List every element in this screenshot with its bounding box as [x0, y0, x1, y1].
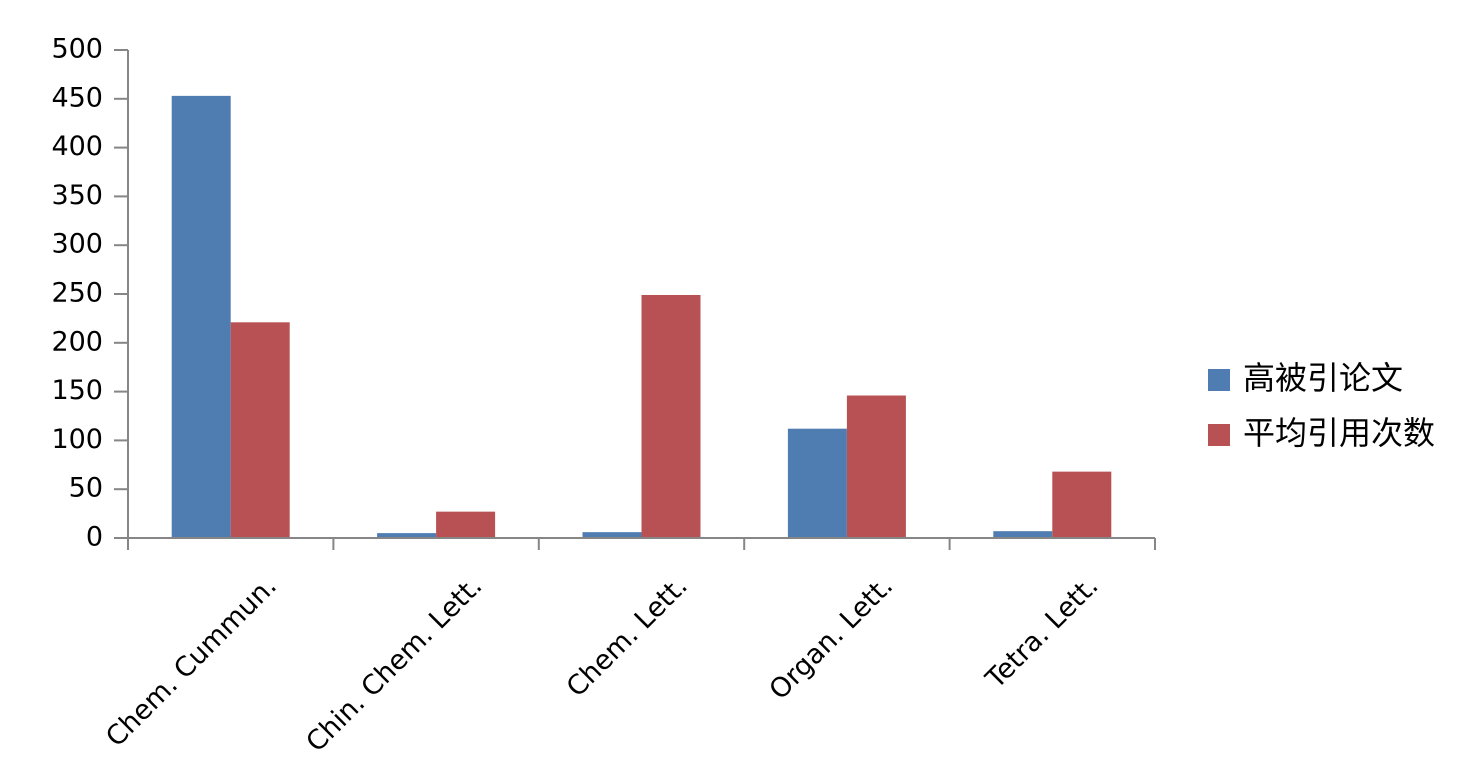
- bar: [582, 532, 642, 538]
- y-tick-label: 250: [51, 278, 103, 309]
- legend-swatch: [1208, 369, 1230, 391]
- y-tick-label: 150: [51, 375, 103, 406]
- legend-label: 平均引用次数: [1243, 414, 1435, 452]
- y-tick-label: 350: [51, 180, 103, 211]
- y-tick-label: 0: [86, 522, 103, 553]
- bar: [171, 95, 231, 538]
- x-tick-label: Chin. Chem. Lett.: [300, 570, 488, 758]
- legend-swatch: [1208, 424, 1230, 446]
- y-tick-label: 500: [51, 34, 103, 65]
- y-tick-label: 100: [51, 424, 103, 455]
- bar: [230, 322, 290, 538]
- x-tick-label: Chem. Cummun.: [100, 570, 283, 753]
- x-tick-label: Tetra. Lett.: [979, 570, 1104, 695]
- bar: [641, 294, 701, 538]
- y-tick-label: 200: [51, 326, 103, 357]
- y-tick-label: 400: [51, 131, 103, 162]
- x-tick-label: Organ. Lett.: [764, 570, 900, 706]
- bar: [377, 533, 437, 538]
- legend-label: 高被引论文: [1243, 359, 1403, 397]
- y-tick-label: 50: [69, 473, 103, 504]
- bar: [436, 511, 496, 538]
- bar: [846, 395, 906, 538]
- x-tick-label: Chem. Lett.: [561, 570, 694, 703]
- bar: [1052, 471, 1112, 538]
- y-tick-label: 300: [51, 229, 103, 260]
- bar: [787, 428, 847, 538]
- bar: [993, 531, 1053, 538]
- y-tick-label: 450: [51, 82, 103, 113]
